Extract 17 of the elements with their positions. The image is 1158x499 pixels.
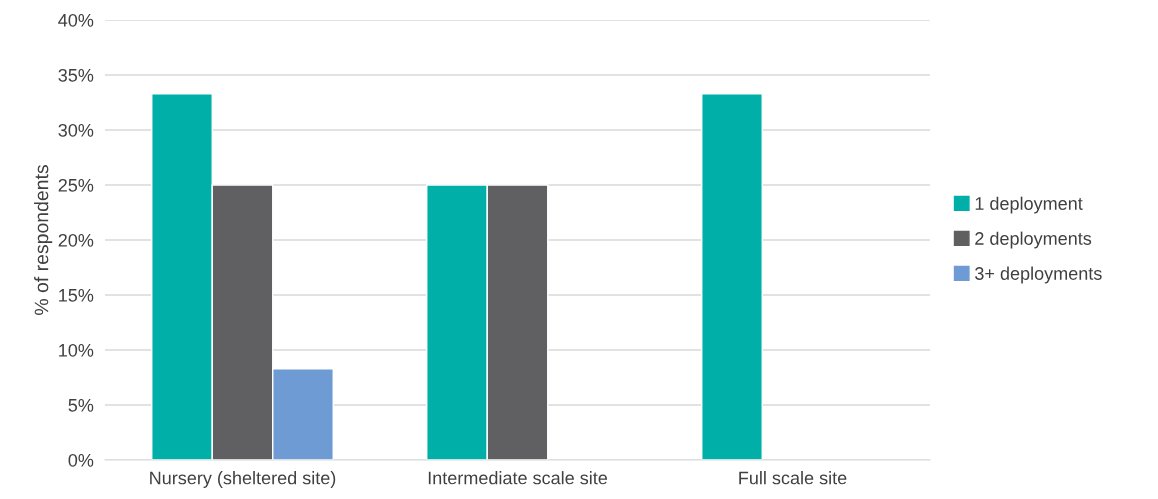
bar <box>701 93 763 460</box>
y-tick-label: 30% <box>58 123 94 137</box>
y-axis-title: % of respondents <box>34 165 53 315</box>
y-tick-label: 15% <box>59 289 94 302</box>
y-tick-label: 5% <box>68 399 94 412</box>
y-tick-label: 0% <box>68 453 94 467</box>
y-tick-label: 35% <box>58 68 94 82</box>
x-tick-label: Full scale site <box>739 471 847 485</box>
y-tick-label: 25% <box>58 178 94 192</box>
x-tick-label: Intermediate scale site <box>428 471 608 485</box>
legend-label: 2 deployments <box>975 231 1092 249</box>
y-tick-label: 40% <box>58 13 94 27</box>
y-tick-label: 10% <box>59 343 94 357</box>
legend-label: 1 deployment <box>975 196 1083 214</box>
y-tick-label: 20% <box>58 233 94 247</box>
x-tick-label: Nursery (sheltered site) <box>150 471 336 488</box>
legend-label: 3+ deployments <box>975 266 1102 284</box>
